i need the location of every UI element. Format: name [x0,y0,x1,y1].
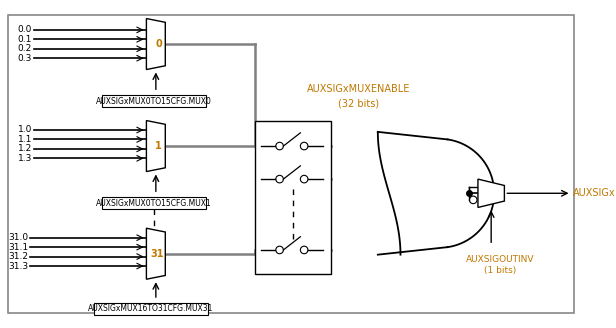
Text: AUXSIGxMUXENABLE: AUXSIGxMUXENABLE [307,84,411,94]
Polygon shape [478,179,505,207]
Text: AUXSIGOUTINV: AUXSIGOUTINV [466,255,535,264]
Text: 31.1: 31.1 [8,243,28,252]
Text: 0.1: 0.1 [18,35,32,44]
Text: 0.3: 0.3 [18,54,32,63]
Polygon shape [147,121,165,172]
Text: 0: 0 [155,39,162,49]
Text: 31.3: 31.3 [8,261,28,271]
Bar [255,121,331,274]
Text: 0.0: 0.0 [18,25,32,34]
Bar [94,303,208,315]
Polygon shape [147,19,165,70]
Text: 0.2: 0.2 [18,44,32,53]
Text: AUXSIGxMUX0TO15CFG.MUX0: AUXSIGxMUX0TO15CFG.MUX0 [96,97,212,106]
Polygon shape [147,228,165,279]
Bar [102,95,206,107]
Text: AUXSIGxMUX0TO15CFG.MUX1: AUXSIGxMUX0TO15CFG.MUX1 [96,199,212,208]
Text: 31.2: 31.2 [9,252,28,261]
Text: 1.0: 1.0 [18,126,32,134]
Bar [102,197,206,209]
Text: (1 bits): (1 bits) [485,266,517,275]
Text: AUXSIGxMUX16TO31CFG.MUX31: AUXSIGxMUX16TO31CFG.MUX31 [88,304,213,314]
Text: 31.0: 31.0 [8,233,28,242]
Text: 31: 31 [150,249,163,259]
Text: 1.2: 1.2 [18,144,32,154]
Text: (32 bits): (32 bits) [338,98,379,109]
Text: 1: 1 [155,141,162,151]
Text: AUXSIGx: AUXSIGx [573,188,616,198]
Text: 1.1: 1.1 [18,135,32,144]
Text: 1.3: 1.3 [18,154,32,163]
